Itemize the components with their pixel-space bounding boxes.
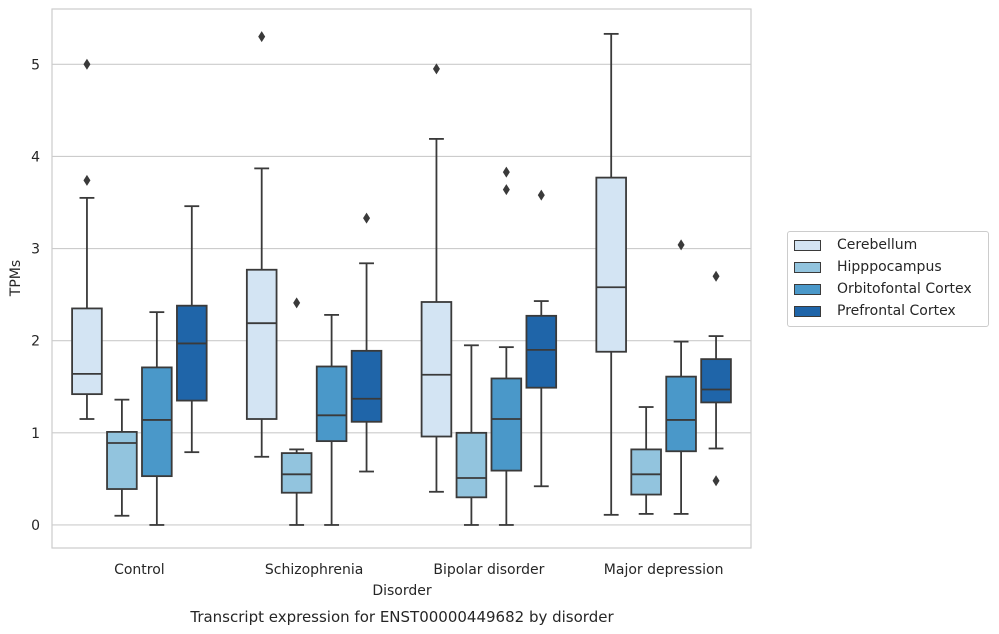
x-tick-label-bipolar-disorder: Bipolar disorder — [433, 562, 544, 578]
legend-label-orbitofrontal: Orbitofontal Cortex — [837, 281, 972, 297]
y-axis-label: TPMs — [8, 260, 24, 297]
y-tick-label-2: 2 — [31, 334, 40, 350]
box-iqr — [526, 316, 556, 388]
box-iqr — [701, 359, 731, 402]
chart-title: Transcript expression for ENST0000044968… — [189, 608, 614, 626]
box-iqr — [631, 449, 661, 494]
box-schizophrenia-cerebellum — [247, 31, 277, 457]
box-control-prefrontal-cortex — [177, 206, 207, 452]
box-iqr — [282, 453, 312, 493]
y-axis-ticks: 0 1 2 3 4 5 — [31, 57, 40, 534]
outlier-point — [713, 271, 720, 282]
box-iqr — [352, 351, 382, 422]
x-tick-label-major-depression: Major depression — [604, 562, 724, 578]
legend-label-hippocampus: Hipppocampus — [837, 259, 942, 275]
box-iqr — [247, 270, 277, 419]
box-iqr — [491, 378, 521, 470]
box-schizophrenia-orbitofontal-cortex — [317, 315, 347, 525]
x-tick-label-control: Control — [114, 562, 165, 578]
legend-item-cerebellum: Cerebellum — [794, 235, 917, 255]
x-tick-label-schizophrenia: Schizophrenia — [265, 562, 363, 578]
box-iqr — [596, 178, 626, 352]
legend-swatch-orbitofrontal — [794, 284, 821, 295]
outlier-point — [258, 31, 265, 42]
box-iqr — [457, 433, 487, 497]
x-axis-ticks: Control Schizophrenia Bipolar disorder Majo… — [114, 562, 723, 578]
y-tick-label-1: 1 — [31, 426, 40, 442]
box-bipolar-disorder-orbitofontal-cortex — [491, 167, 521, 525]
outlier-point — [433, 63, 440, 74]
y-tick-label-5: 5 — [31, 57, 40, 73]
box-major-depression-hipppocampus — [631, 407, 661, 514]
y-tick-label-3: 3 — [31, 242, 40, 258]
box-iqr — [107, 432, 137, 489]
y-tick-label-4: 4 — [31, 149, 40, 165]
legend-swatch-hippocampus — [794, 262, 821, 273]
outlier-point — [503, 167, 510, 178]
legend-item-prefrontal: Prefrontal Cortex — [794, 301, 956, 321]
legend-swatch-cerebellum — [794, 240, 821, 251]
box-iqr — [666, 377, 696, 452]
outlier-point — [538, 190, 545, 201]
legend-item-orbitofrontal: Orbitofontal Cortex — [794, 279, 972, 299]
box-iqr — [422, 302, 452, 437]
box-iqr — [142, 367, 172, 476]
box-control-orbitofontal-cortex — [142, 312, 172, 525]
outlier-point — [503, 184, 510, 195]
box-major-depression-orbitofontal-cortex — [666, 239, 696, 514]
box-major-depression-cerebellum — [596, 34, 626, 515]
outlier-point — [713, 475, 720, 486]
outlier-point — [83, 59, 90, 70]
x-axis-label: Disorder — [372, 583, 432, 599]
box-schizophrenia-hipppocampus — [282, 297, 312, 525]
boxes-layer — [72, 31, 731, 525]
outlier-point — [363, 213, 370, 224]
outlier-point — [83, 175, 90, 186]
legend-label-cerebellum: Cerebellum — [837, 237, 917, 253]
box-control-hipppocampus — [107, 400, 137, 516]
box-bipolar-disorder-hipppocampus — [457, 345, 487, 525]
legend-label-prefrontal: Prefrontal Cortex — [837, 303, 956, 319]
legend-swatch-prefrontal — [794, 306, 821, 317]
box-bipolar-disorder-cerebellum — [422, 63, 452, 491]
y-tick-label-0: 0 — [31, 518, 40, 534]
box-iqr — [72, 308, 102, 394]
box-iqr — [177, 306, 207, 401]
box-major-depression-prefrontal-cortex — [701, 271, 731, 487]
box-control-cerebellum — [72, 59, 102, 419]
box-iqr — [317, 366, 347, 441]
legend: Cerebellum Hipppocampus Orbitofontal Cor… — [787, 231, 989, 327]
legend-item-hippocampus: Hipppocampus — [794, 257, 942, 277]
outlier-point — [293, 297, 300, 308]
box-bipolar-disorder-prefrontal-cortex — [526, 190, 556, 487]
